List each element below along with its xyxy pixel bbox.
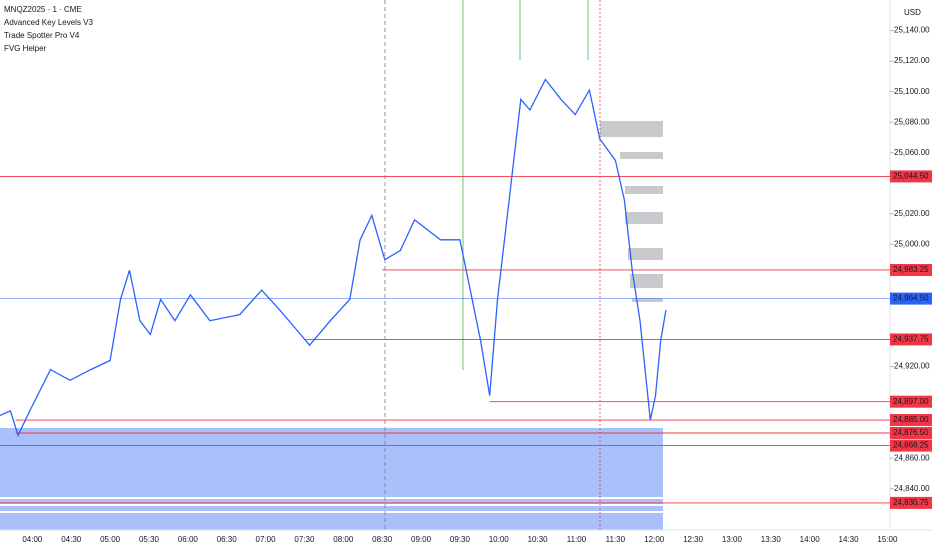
x-tick-label: 14:00 bbox=[800, 535, 821, 544]
price-line bbox=[0, 78, 667, 438]
y-tick-label: 25,000.00 bbox=[894, 239, 930, 248]
x-tick-label: 12:00 bbox=[644, 535, 665, 544]
fvg-boxes bbox=[600, 121, 663, 302]
level-label-bg bbox=[890, 414, 932, 427]
level-label: 24,983.25 bbox=[893, 265, 929, 274]
x-tick-label: 08:00 bbox=[333, 535, 354, 544]
level-label-bg bbox=[890, 496, 932, 509]
y-tick-label: 25,100.00 bbox=[894, 87, 930, 96]
y-tick-label: 25,060.00 bbox=[894, 148, 930, 157]
demand-zone bbox=[0, 428, 663, 530]
fvg-box bbox=[628, 248, 663, 260]
x-tick-label: 06:30 bbox=[217, 535, 238, 544]
indicator-name: Trade Spotter Pro V4 bbox=[4, 31, 80, 40]
x-tick-label: 12:30 bbox=[683, 535, 704, 544]
zone-gap bbox=[0, 497, 663, 499]
currency-label: USD bbox=[904, 8, 921, 17]
level-label: 24,885.00 bbox=[893, 415, 929, 424]
fvg-box bbox=[630, 274, 663, 288]
x-tick-label: 05:00 bbox=[100, 535, 121, 544]
x-tick-label: 09:30 bbox=[450, 535, 471, 544]
level-label-bg bbox=[890, 170, 932, 183]
level-label: 24,897.00 bbox=[893, 397, 929, 406]
x-tick-label: 13:30 bbox=[761, 535, 782, 544]
x-tick-label: 11:00 bbox=[567, 535, 587, 544]
level-label: 24,868.25 bbox=[893, 441, 929, 450]
level-label-bg bbox=[890, 439, 932, 452]
x-tick-label: 09:00 bbox=[411, 535, 432, 544]
fvg-box bbox=[632, 298, 663, 302]
level-label-bg bbox=[890, 427, 932, 440]
x-tick-label: 11:30 bbox=[606, 535, 626, 544]
y-tick-label: 25,140.00 bbox=[894, 26, 930, 35]
x-tick-label: 05:30 bbox=[139, 535, 160, 544]
x-tick-label: 10:00 bbox=[489, 535, 510, 544]
x-tick-label: 07:30 bbox=[294, 535, 315, 544]
x-tick-label: 13:00 bbox=[722, 535, 743, 544]
level-label-bg bbox=[890, 333, 932, 346]
level-label-bg bbox=[890, 292, 932, 305]
level-label-bg bbox=[890, 395, 932, 408]
level-label: 24,937.75 bbox=[893, 335, 929, 344]
y-tick-label: 24,840.00 bbox=[894, 484, 930, 493]
zone-gap bbox=[0, 504, 663, 506]
fvg-box bbox=[625, 186, 663, 194]
indicator-name: FVG Helper bbox=[4, 44, 47, 53]
y-tick-label: 25,120.00 bbox=[894, 56, 930, 65]
fvg-box bbox=[620, 152, 663, 159]
fvg-box bbox=[600, 121, 663, 137]
level-label: 24,964.50 bbox=[893, 294, 929, 303]
level-label: 24,830.75 bbox=[893, 498, 929, 507]
level-label: 24,876.50 bbox=[893, 428, 929, 437]
x-tick-label: 08:30 bbox=[372, 535, 393, 544]
fvg-box bbox=[625, 212, 663, 224]
symbol-title: MNQZ2025 · 1 · CME bbox=[4, 5, 82, 14]
y-tick-label: 25,080.00 bbox=[894, 117, 930, 126]
level-label-bg bbox=[890, 263, 932, 276]
x-tick-label: 14:30 bbox=[839, 535, 860, 544]
indicator-name: Advanced Key Levels V3 bbox=[4, 18, 93, 27]
x-tick-label: 06:00 bbox=[178, 535, 199, 544]
x-tick-label: 10:30 bbox=[528, 535, 549, 544]
y-tick-label: 24,920.00 bbox=[894, 362, 930, 371]
level-label: 25,044.50 bbox=[893, 172, 929, 181]
zone-gap bbox=[0, 511, 663, 513]
x-tick-label: 07:00 bbox=[256, 535, 277, 544]
x-tick-label: 04:30 bbox=[61, 535, 82, 544]
y-tick-label: 25,020.00 bbox=[894, 209, 930, 218]
y-tick-label: 24,860.00 bbox=[894, 453, 930, 462]
x-tick-label: 15:00 bbox=[877, 535, 898, 544]
x-tick-label: 04:00 bbox=[22, 535, 43, 544]
